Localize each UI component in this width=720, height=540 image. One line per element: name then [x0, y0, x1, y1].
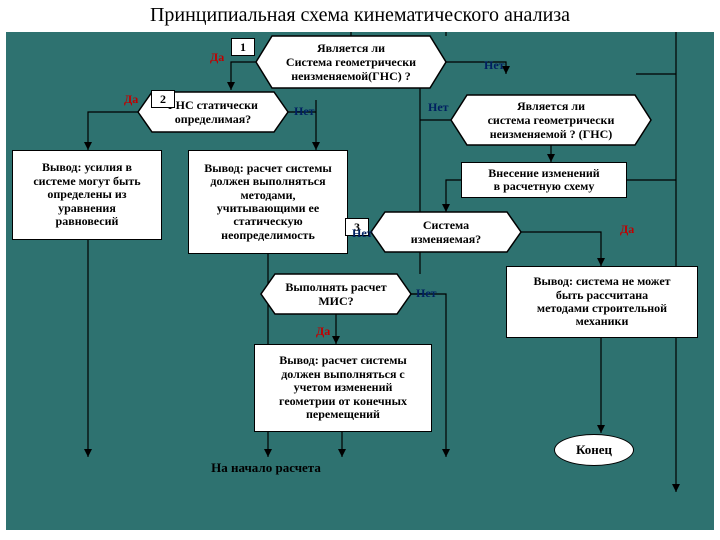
svg-text:система геометрически: система геометрически — [488, 113, 615, 127]
svg-text:ГНС статически: ГНС статически — [168, 98, 258, 112]
svg-text:Выполнять расчет: Выполнять расчет — [285, 280, 386, 294]
box-b1: Вывод: усилия всистеме могут бытьопредел… — [12, 150, 162, 240]
badge-1: 1 — [231, 38, 255, 56]
flowchart-canvas: Является лиСистема геометрическинеизменя… — [6, 32, 714, 530]
footer-label: На начало расчета — [166, 460, 366, 476]
edge-label-0: Да — [210, 50, 224, 65]
svg-text:неизменяемой ? (ГНС): неизменяемой ? (ГНС) — [490, 127, 613, 141]
edge-label-8: Да — [316, 324, 330, 339]
box-b4: Вывод: система не можетбыть рассчитанаме… — [506, 266, 698, 338]
edge-label-6: Да — [620, 222, 634, 237]
svg-text:неизменяемой(ГНС) ?: неизменяемой(ГНС) ? — [291, 69, 411, 83]
edge-label-1: Нет — [484, 58, 505, 73]
edge-label-5: Нет — [352, 226, 373, 241]
svg-text:Система геометрически: Система геометрически — [286, 55, 416, 69]
box-b3: Внесение измененийв расчетную схему — [461, 162, 627, 198]
svg-text:определимая?: определимая? — [175, 112, 251, 126]
svg-text:изменяемая?: изменяемая? — [411, 232, 481, 246]
svg-text:МИС?: МИС? — [318, 294, 353, 308]
badge-2: 2 — [151, 90, 175, 108]
svg-text:Является ли: Является ли — [317, 41, 385, 55]
svg-text:Является ли: Является ли — [517, 99, 585, 113]
edge-label-2: Да — [124, 92, 138, 107]
box-b2: Вывод: расчет системыдолжен выполнятьсям… — [188, 150, 348, 254]
edge-label-3: Нет — [294, 104, 315, 119]
svg-text:Система: Система — [423, 218, 469, 232]
edge-label-7: Нет — [416, 286, 437, 301]
box-b5: Вывод: расчет системыдолжен выполняться … — [254, 344, 432, 432]
edge-label-4: Нет — [428, 100, 449, 115]
page-title: Принципиальная схема кинематического ана… — [0, 4, 720, 27]
end-node: Конец — [554, 434, 634, 466]
